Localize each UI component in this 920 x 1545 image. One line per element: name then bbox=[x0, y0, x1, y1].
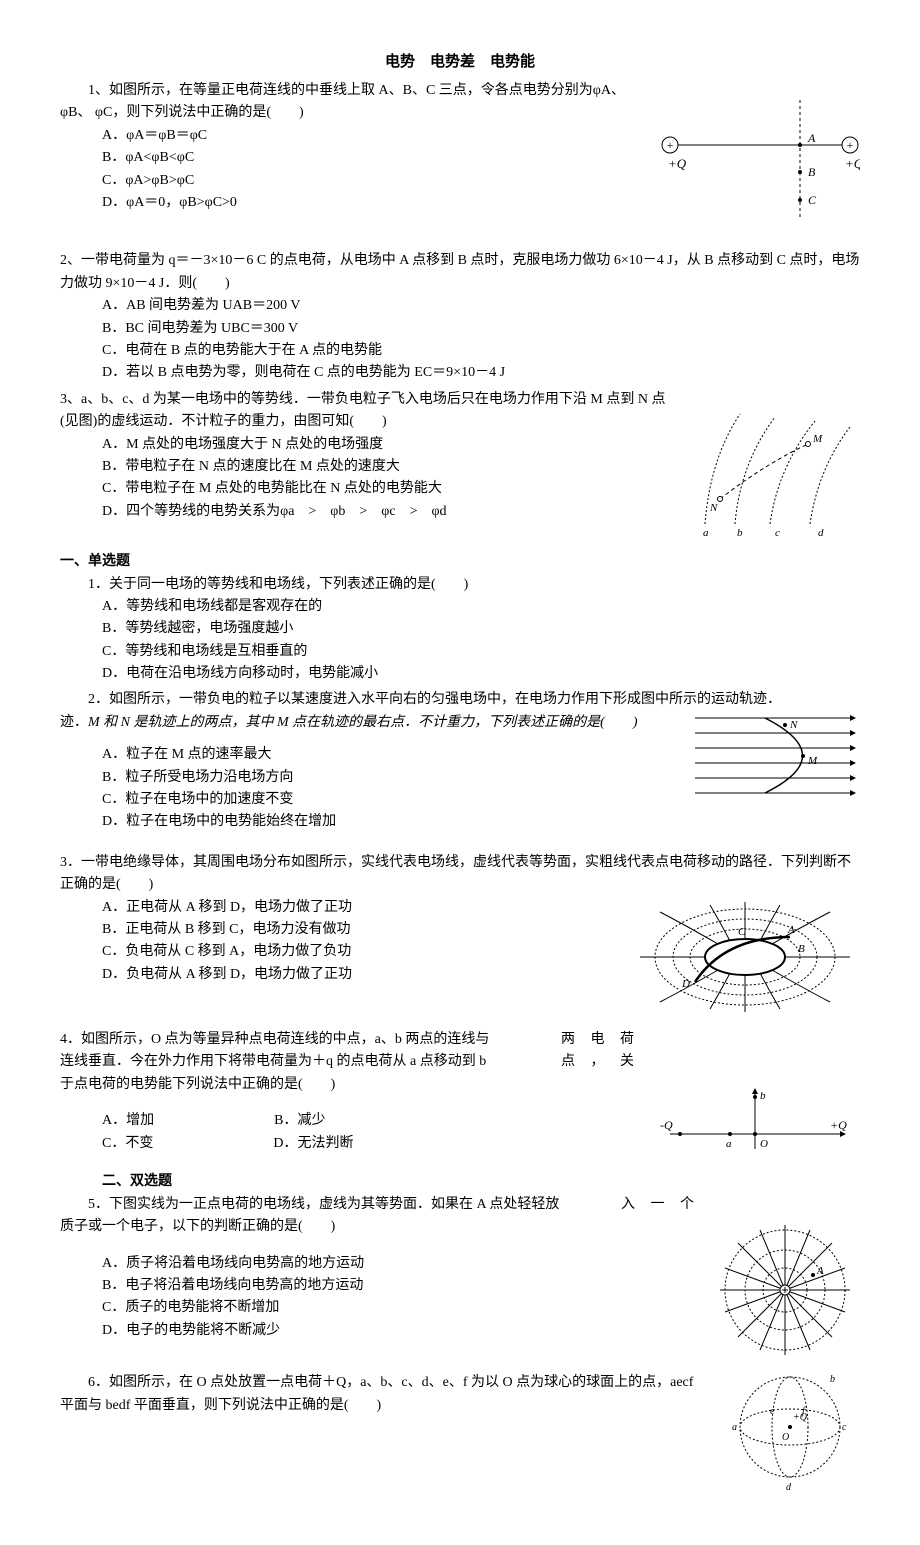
sq4-opt-c: C．不变 bbox=[102, 1133, 153, 1155]
section-question-5: A 5．下图实线为一正点电荷的电场线，虚线为其等势面．如果在 A 点处轻轻放 入 … bbox=[60, 1194, 860, 1368]
section-question-2: 2．如图所示，一带负电的粒子以某速度进入水平向右的匀强电场中，在电场力作用下形成… bbox=[60, 689, 860, 833]
svg-text:b: b bbox=[760, 1090, 766, 1102]
sq4-opt-a: A．增加 bbox=[102, 1110, 154, 1132]
section-question-3: 3．一带电绝缘导体，其周围电场分布如图所示，实线代表电场线，虚线代表等势面，实粗… bbox=[60, 852, 860, 1025]
svg-text:A: A bbox=[807, 131, 816, 145]
svg-text:C: C bbox=[808, 193, 817, 207]
svg-text:O: O bbox=[760, 1138, 768, 1150]
svg-text:a: a bbox=[703, 527, 709, 539]
svg-text:N: N bbox=[789, 719, 798, 731]
sq5-diagram: A bbox=[710, 1220, 860, 1368]
svg-text:A: A bbox=[787, 924, 795, 936]
sq1-opt-a: A．等势线和电场线都是客观存在的 bbox=[60, 596, 860, 618]
sq1-stem: 1．关于同一电场的等势线和电场线，下列表述正确的是( ) bbox=[60, 574, 860, 596]
svg-text:B: B bbox=[808, 165, 816, 179]
svg-text:O: O bbox=[782, 1432, 789, 1443]
section-question-6: O +Q a c b d e f 6．如图所示，在 O 点处放置一点电荷＋Q，a… bbox=[60, 1372, 860, 1500]
sq4-stem-1a: 4．如图所示，O 点为等量异种点电荷连线的中点，a、b 两点的连线与 bbox=[60, 1029, 489, 1051]
q2-opt-b: B．BC 间电势差为 UBC＝300 V bbox=[60, 318, 860, 340]
svg-text:b: b bbox=[737, 527, 743, 539]
svg-text:D: D bbox=[681, 978, 690, 990]
section-1-heading: 一、单选题 bbox=[60, 551, 860, 573]
sq3-stem: 3．一带电绝缘导体，其周围电场分布如图所示，实线代表电场线，虚线代表等势面，实粗… bbox=[60, 852, 860, 897]
sq4-opt-d: D．无法判断 bbox=[273, 1133, 353, 1155]
question-3: N M a b c d 3、a、b、c、d 为某一电场中的等势线．一带负电粒子飞… bbox=[60, 389, 860, 547]
svg-text:a: a bbox=[726, 1138, 732, 1150]
svg-text:+Q: +Q bbox=[830, 1118, 847, 1132]
svg-text:C: C bbox=[738, 926, 746, 938]
svg-text:+Q: +Q bbox=[845, 156, 860, 171]
question-1: + + +Q +Q A B C 1、如图所示，在等量正电荷连线的中垂线上取 A、… bbox=[60, 80, 860, 228]
sq2-stem-line1: 2．如图所示，一带负电的粒子以某速度进入水平向右的匀强电场中，在电场力作用下形成… bbox=[60, 689, 860, 711]
q1-diagram: + + +Q +Q A B C bbox=[650, 100, 860, 228]
sq5-stem-a: 5．下图实线为一正点电荷的电场线，虚线为其等势面．如果在 A 点处轻轻放 bbox=[60, 1194, 559, 1216]
sq3-diagram: A B C D bbox=[630, 897, 860, 1025]
q3-diagram: N M a b c d bbox=[690, 409, 860, 547]
sq5-stem-b: 入 一 个 bbox=[621, 1194, 700, 1216]
svg-text:+: + bbox=[667, 138, 674, 152]
q2-opt-a: A．AB 间电势差为 UAB＝200 V bbox=[60, 295, 860, 317]
question-2: 2、一带电荷量为 q＝－3×10－6 C 的点电荷，从电场中 A 点移到 B 点… bbox=[60, 250, 860, 384]
q2-opt-d: D．若以 B 点电势为零，则电荷在 C 点的电势能为 EC＝9×10－4 J bbox=[60, 362, 860, 384]
page-title: 电势 电势差 电势能 bbox=[60, 50, 860, 74]
sq4-stem-2b: 点 ， 关 bbox=[561, 1051, 640, 1073]
svg-text:M: M bbox=[807, 755, 818, 767]
svg-text:N: N bbox=[709, 502, 718, 514]
svg-text:d: d bbox=[786, 1482, 792, 1492]
sq4-diagram: -Q +Q O a b bbox=[650, 1079, 860, 1167]
svg-text:A: A bbox=[816, 1265, 824, 1277]
sq6-diagram: O +Q a c b d e f bbox=[720, 1362, 860, 1500]
q2-stem: 2、一带电荷量为 q＝－3×10－6 C 的点电荷，从电场中 A 点移到 B 点… bbox=[60, 250, 860, 295]
svg-text:B: B bbox=[798, 943, 805, 955]
svg-text:+Q: +Q bbox=[668, 156, 687, 171]
sq4-opt-b: B．减少 bbox=[274, 1110, 325, 1132]
svg-text:e: e bbox=[770, 1406, 775, 1417]
sq4-stem-1b: 两 电 荷 bbox=[561, 1029, 640, 1051]
svg-text:a: a bbox=[732, 1422, 737, 1433]
q2-opt-c: C．电荷在 B 点的电势能大于在 A 点的电势能 bbox=[60, 340, 860, 362]
sq1-opt-c: C．等势线和电场线是互相垂直的 bbox=[60, 641, 860, 663]
section-question-1: 1．关于同一电场的等势线和电场线，下列表述正确的是( ) A．等势线和电场线都是… bbox=[60, 574, 860, 686]
svg-text:+: + bbox=[847, 138, 854, 152]
svg-text:b: b bbox=[830, 1374, 835, 1385]
svg-text:c: c bbox=[775, 527, 780, 539]
sq1-opt-b: B．等势线越密，电场强度越小 bbox=[60, 618, 860, 640]
svg-text:-Q: -Q bbox=[660, 1118, 673, 1132]
section-question-4: -Q +Q O a b 4．如图所示，O 点为等量异种点电荷连线的中点，a、b … bbox=[60, 1029, 860, 1167]
sq1-opt-d: D．电荷在沿电场线方向移动时，电势能减小 bbox=[60, 663, 860, 685]
sq2-diagram: N M bbox=[690, 708, 860, 816]
section-2-heading: 二、双选题 bbox=[60, 1171, 860, 1193]
svg-text:+Q: +Q bbox=[793, 1412, 808, 1423]
svg-text:d: d bbox=[818, 527, 824, 539]
svg-text:c: c bbox=[842, 1422, 847, 1433]
sq4-stem-2a: 连线垂直．今在外力作用下将带电荷量为＋q 的点电荷从 a 点移动到 b bbox=[60, 1051, 486, 1073]
svg-text:M: M bbox=[812, 433, 823, 445]
